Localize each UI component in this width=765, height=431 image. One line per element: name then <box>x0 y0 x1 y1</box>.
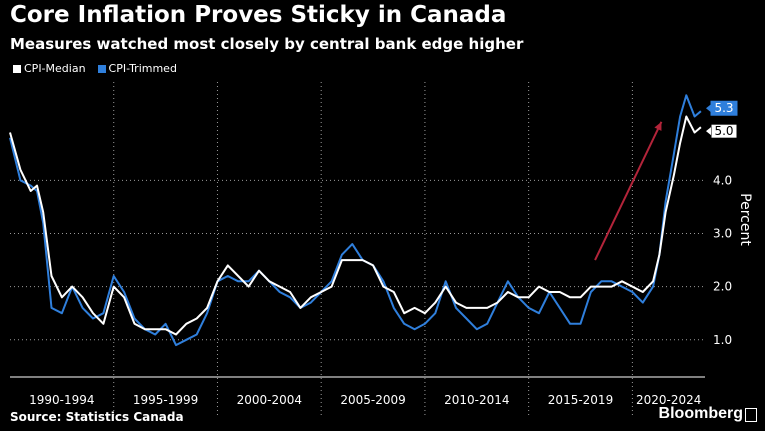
legend-label-trimmed: CPI-Trimmed <box>108 62 177 75</box>
source-note: Source: Statistics Canada <box>10 410 184 424</box>
annotation-arrowhead-icon <box>654 121 662 131</box>
chart-subtitle: Measures watched most closely by central… <box>10 35 524 53</box>
y-tick-label: 1.0 <box>713 333 732 347</box>
x-category-label: 2010-2014 <box>444 393 509 407</box>
x-category-label: 2015-2019 <box>548 393 613 407</box>
annotation-arrow <box>594 121 663 261</box>
end-label-cpi-trimmed: 5.3 <box>714 101 733 115</box>
legend-swatch-median <box>13 64 21 73</box>
series-line-cpi-trimmed <box>9 94 702 347</box>
x-category-label: 2020-2024 <box>636 393 701 407</box>
legend-item-trimmed: CPI-Trimmed <box>97 62 177 75</box>
chart-title: Core Inflation Proves Sticky in Canada <box>10 2 507 28</box>
legend-item-median: CPI-Median <box>13 62 86 75</box>
end-label-cpi-median: 5.0 <box>714 124 733 138</box>
x-category-label: 1995-1999 <box>133 393 198 407</box>
series-line-cpi-median <box>9 115 702 336</box>
y-tick-label: 2.0 <box>713 280 732 294</box>
brand-mark-icon <box>745 408 757 422</box>
y-tick-label: 4.0 <box>713 173 732 187</box>
y-tick-label: 3.0 <box>713 226 732 240</box>
x-category-label: 1990-1994 <box>29 393 94 407</box>
x-category-label: 2005-2009 <box>340 393 405 407</box>
end-label-pointer-cpi-trimmed <box>706 104 711 113</box>
x-category-label: 2000-2004 <box>237 393 302 407</box>
brand-logo: Bloomberg <box>658 405 743 422</box>
legend-label-median: CPI-Median <box>24 62 86 75</box>
end-label-pointer-cpi-median <box>706 127 711 136</box>
legend: CPI-Median CPI-Trimmed <box>13 62 177 75</box>
legend-swatch-trimmed <box>97 64 106 73</box>
y-axis-label: Percent <box>737 193 753 246</box>
